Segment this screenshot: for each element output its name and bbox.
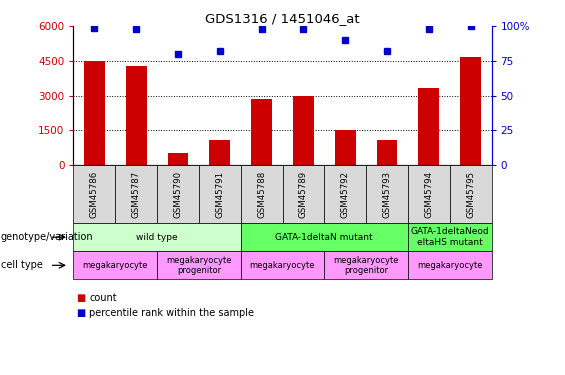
Text: ■: ■ (76, 308, 85, 318)
Text: ■: ■ (76, 293, 85, 303)
Bar (460, 57, 481, 165)
Bar (209, 140, 231, 165)
Text: GSM45792: GSM45792 (341, 171, 350, 217)
Text: GSM45788: GSM45788 (257, 170, 266, 217)
Text: count: count (89, 293, 117, 303)
Bar (377, 140, 398, 165)
Text: megakaryocyte: megakaryocyte (82, 261, 148, 270)
Text: GSM45789: GSM45789 (299, 171, 308, 217)
Text: wild type: wild type (136, 232, 178, 242)
Text: megakaryocyte
progenitor: megakaryocyte progenitor (166, 256, 232, 275)
Text: megakaryocyte: megakaryocyte (250, 261, 315, 270)
Text: GSM45793: GSM45793 (383, 171, 392, 217)
Bar (167, 153, 189, 165)
Title: GDS1316 / 1451046_at: GDS1316 / 1451046_at (205, 12, 360, 25)
Text: GATA-1deltaN mutant: GATA-1deltaN mutant (276, 232, 373, 242)
Text: GSM45786: GSM45786 (90, 170, 99, 217)
Text: GSM45787: GSM45787 (132, 170, 141, 217)
Text: GSM45790: GSM45790 (173, 171, 182, 217)
Text: megakaryocyte: megakaryocyte (417, 261, 483, 270)
Bar (293, 96, 314, 165)
Text: percentile rank within the sample: percentile rank within the sample (89, 308, 254, 318)
Bar (334, 130, 356, 165)
Bar (251, 99, 272, 165)
Bar (418, 87, 440, 165)
Text: GATA-1deltaNeod
eltaHS mutant: GATA-1deltaNeod eltaHS mutant (410, 228, 489, 247)
Text: genotype/variation: genotype/variation (1, 232, 93, 242)
Text: megakaryocyte
progenitor: megakaryocyte progenitor (333, 256, 399, 275)
Text: GSM45791: GSM45791 (215, 171, 224, 217)
Bar (84, 61, 105, 165)
Text: cell type: cell type (1, 260, 42, 270)
Bar (125, 66, 147, 165)
Text: GSM45794: GSM45794 (424, 171, 433, 217)
Text: GSM45795: GSM45795 (466, 171, 475, 217)
